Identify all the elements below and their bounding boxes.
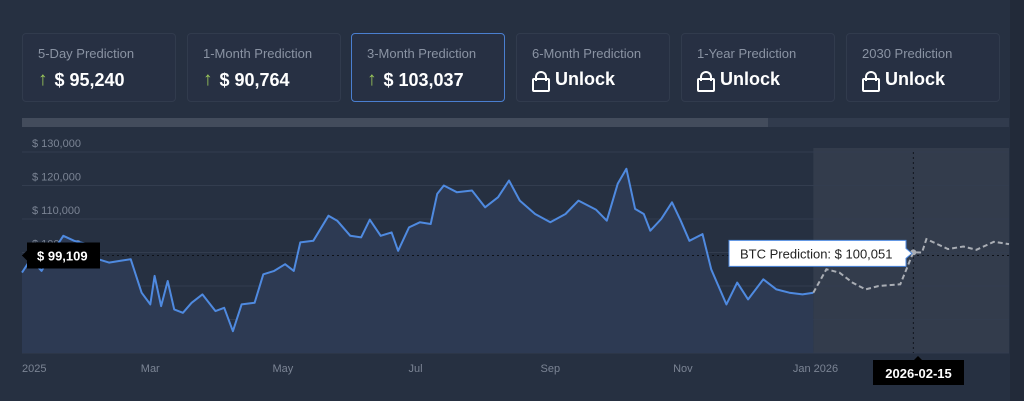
prediction-tooltip: [728, 239, 913, 267]
card-value-text: $ 95,240: [54, 69, 125, 90]
x-tick-label: May: [272, 363, 293, 375]
card-value: ↑ $ 95,240: [38, 69, 125, 91]
card-label: 1-Month Prediction: [203, 46, 313, 61]
card-label: 6-Month Prediction: [532, 46, 642, 61]
x-tick-label: Mar: [141, 363, 160, 375]
prediction-card[interactable]: 2030 Prediction Unlock: [846, 33, 1000, 102]
arrow-up-icon: ↑: [38, 69, 48, 90]
card-value-text: Unlock: [720, 69, 781, 89]
prediction-card[interactable]: 1-Year Prediction Unlock: [681, 33, 835, 102]
prediction-card[interactable]: 5-Day Prediction ↑ $ 95,240: [22, 33, 176, 102]
card-value-text: $ 103,037: [383, 69, 464, 90]
prediction-card[interactable]: 3-Month Prediction ↑ $ 103,037: [351, 33, 505, 102]
card-value-text: Unlock: [555, 69, 616, 89]
price-area: [22, 168, 814, 353]
card-value: Unlock: [532, 69, 616, 92]
lock-icon: [697, 70, 715, 92]
prediction-tooltip-text: BTC Prediction: $ 100,051: [740, 246, 892, 261]
card-value: ↑ $ 90,764: [203, 69, 290, 91]
chart-scrollbar[interactable]: [22, 118, 1009, 127]
lock-icon: [532, 70, 550, 92]
y-tick-label: $ 130,000: [32, 138, 81, 150]
y-tick-label: $ 110,000: [32, 205, 80, 217]
arrow-up-icon: ↑: [367, 69, 377, 90]
card-value: Unlock: [697, 69, 781, 92]
current-price-badge: [22, 242, 100, 269]
x-tick-label: Nov: [673, 363, 693, 375]
arrow-up-icon: ↑: [203, 69, 213, 90]
page-edge: [1010, 0, 1024, 401]
crosshair-date-label: 2026-02-15: [885, 366, 952, 381]
x-tick-label: Jan 2026: [793, 363, 838, 375]
card-label: 1-Year Prediction: [697, 46, 797, 61]
x-tick-label: Sep: [540, 363, 560, 375]
x-tick-label: Jul: [408, 363, 422, 375]
card-value-text: Unlock: [885, 69, 946, 89]
card-value-text: $ 90,764: [219, 69, 290, 90]
prediction-line: [812, 237, 1010, 294]
card-value: ↑ $ 103,037: [367, 69, 464, 91]
y-tick-label: $ 120,000: [32, 172, 81, 184]
card-label: 3-Month Prediction: [367, 46, 477, 61]
lock-icon: [862, 70, 880, 92]
prediction-card[interactable]: 1-Month Prediction ↑ $ 90,764: [187, 33, 341, 102]
card-label: 5-Day Prediction: [38, 46, 135, 61]
card-value: Unlock: [862, 69, 946, 92]
crosshair-date-badge: [873, 356, 964, 385]
price-line: [21, 167, 814, 333]
current-price-label: $ 99,109: [37, 248, 88, 263]
prediction-card[interactable]: 6-Month Prediction Unlock: [516, 33, 670, 102]
card-label: 2030 Prediction: [862, 46, 953, 61]
x-tick-label: 2025: [22, 363, 46, 375]
scrollbar-thumb[interactable]: [22, 118, 768, 127]
